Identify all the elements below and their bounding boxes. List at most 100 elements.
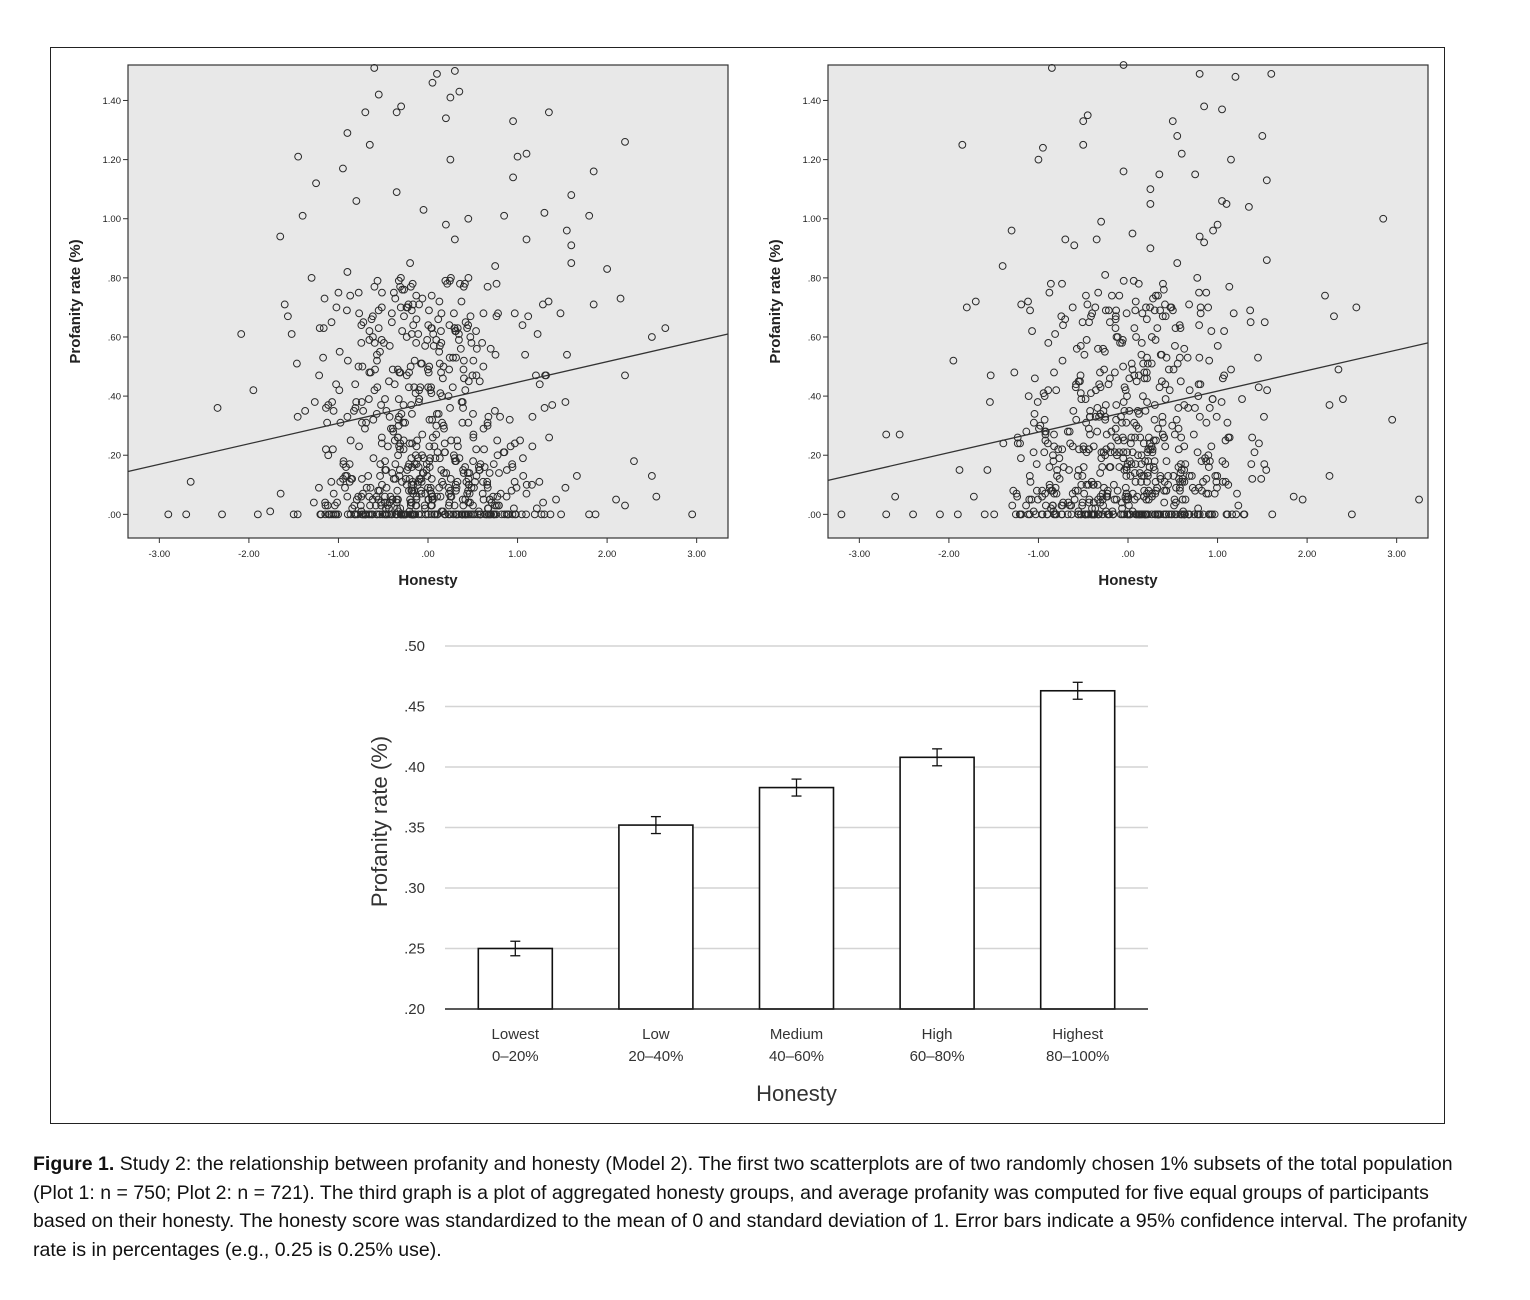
data-point [1139,392,1147,401]
data-point [1160,433,1169,442]
data-point [1193,510,1202,519]
data-point [480,445,488,454]
data-point [990,510,999,519]
data-point [1093,404,1102,412]
data-point [1077,395,1086,403]
data-point [343,412,352,421]
data-point [1112,401,1121,409]
data-point [1158,418,1167,427]
data-point [1139,439,1148,448]
data-point [545,433,554,442]
data-point [1112,415,1121,424]
data-point [377,498,385,507]
category-label: 0–20% [492,1048,539,1065]
data-point [1155,170,1164,179]
data-point [478,489,487,498]
data-point [409,321,418,330]
data-point [1260,460,1269,468]
data-point [1191,486,1199,495]
data-point [358,418,366,427]
data-point [1221,477,1230,486]
data-point [1130,418,1139,427]
data-point [471,477,479,486]
category-label: Highest [1052,1026,1104,1043]
data-point [1118,433,1127,442]
data-point [528,480,536,489]
data-point [532,371,540,380]
data-point [1030,374,1039,383]
data-point [1160,477,1169,486]
data-point [1164,472,1173,480]
data-point [1257,474,1266,483]
data-point [661,324,670,333]
data-point [396,273,405,282]
data-point [1122,309,1131,318]
data-point [1227,365,1235,374]
data-point [1057,312,1066,321]
data-point [1185,386,1194,395]
data-point [1255,439,1263,448]
data-point [383,442,392,451]
data-point [437,368,445,377]
data-point [468,371,477,380]
data-point [421,504,429,513]
data-point [1191,170,1200,179]
data-point [1212,412,1221,421]
data-point [327,318,336,327]
data-point [1153,324,1162,333]
data-point [1223,418,1232,427]
data-point [440,424,448,433]
data-point [419,205,428,214]
data-point [1094,344,1102,353]
data-point [612,495,620,504]
data-point [1091,303,1100,312]
data-point [535,380,544,389]
data-point [1339,395,1347,403]
data-point [477,510,485,519]
data-point [1151,477,1160,486]
data-point [373,276,382,285]
data-point [359,406,368,415]
x-tick-label: -3.00 [149,549,171,560]
data-point [539,300,547,309]
data-point [567,191,576,199]
data-point [1147,359,1156,368]
data-point [437,309,446,318]
bar [477,947,554,1010]
data-point [1089,442,1098,451]
category-label: 20–40% [628,1048,683,1065]
data-point [1082,510,1090,519]
data-point [1080,489,1089,498]
data-point [266,507,275,516]
data-point [1195,412,1204,421]
data-point [1173,259,1182,267]
data-point [1027,495,1036,504]
data-point [458,510,466,519]
data-point [428,415,436,424]
data-point [1159,285,1168,294]
y-tick-label: .40 [404,759,425,776]
data-point [373,356,381,365]
data-point [366,483,375,492]
data-point [1025,495,1034,504]
data-point [427,324,436,333]
data-point [1194,504,1203,513]
data-point [407,306,416,315]
data-point [1083,111,1092,120]
data-point [1168,117,1177,126]
data-point [442,220,450,229]
data-point [512,483,521,492]
data-point [388,424,397,433]
data-point [1131,433,1139,442]
data-point [1051,510,1060,519]
data-point [1263,386,1271,395]
data-point [1137,460,1146,468]
data-point [1102,492,1111,501]
data-point [441,448,449,457]
data-point [452,510,461,519]
data-point [1213,220,1222,229]
data-point [456,279,464,288]
data-point [1086,406,1095,415]
data-point [415,300,423,309]
data-point [402,333,411,341]
